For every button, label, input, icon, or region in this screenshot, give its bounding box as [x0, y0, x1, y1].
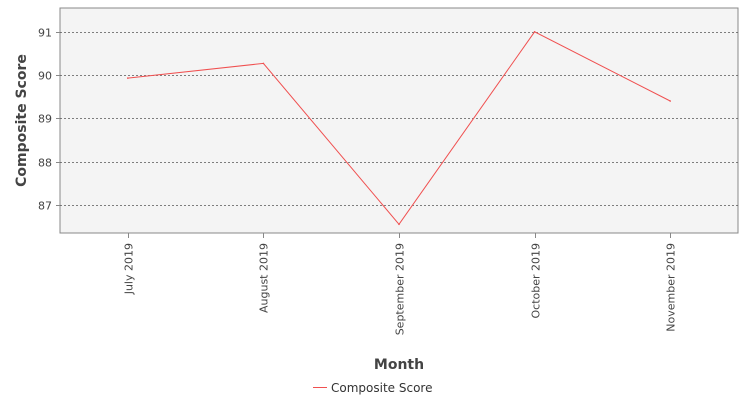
plot-area — [59, 7, 739, 234]
y-tick-label: 91 — [38, 27, 52, 40]
data-point — [398, 223, 400, 226]
data-point — [127, 77, 129, 79]
x-tick-label: August 2019 — [258, 243, 271, 313]
y-axis-title: Composite Score — [14, 54, 30, 187]
x-tick-label: July 2019 — [123, 243, 136, 295]
gridlines — [60, 32, 738, 206]
legend-label-composite-score: Composite Score — [331, 381, 432, 395]
data-point — [533, 30, 536, 33]
y-axis-ticks: 87 88 89 90 91 — [38, 27, 60, 213]
x-axis-title: Month — [374, 357, 424, 373]
x-axis-ticks: July 2019 August 2019 September 2019 Octobe… — [123, 233, 678, 335]
y-tick-label: 88 — [38, 157, 52, 170]
x-tick-label: September 2019 — [394, 243, 407, 335]
data-point — [262, 62, 265, 65]
x-tick-label: October 2019 — [530, 243, 543, 319]
y-tick-label: 89 — [38, 113, 52, 126]
data-point — [669, 100, 671, 102]
y-tick-label: 90 — [38, 70, 52, 83]
series-layer — [127, 30, 671, 226]
x-tick-label: November 2019 — [665, 243, 678, 332]
legend: Composite Score — [313, 381, 432, 395]
y-tick-label: 87 — [38, 200, 52, 213]
